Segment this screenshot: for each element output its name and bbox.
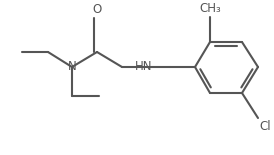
Text: HN: HN (135, 60, 152, 73)
Text: CH₃: CH₃ (199, 2, 221, 15)
Text: O: O (92, 3, 102, 16)
Text: N: N (68, 60, 76, 73)
Text: Cl: Cl (259, 120, 271, 133)
